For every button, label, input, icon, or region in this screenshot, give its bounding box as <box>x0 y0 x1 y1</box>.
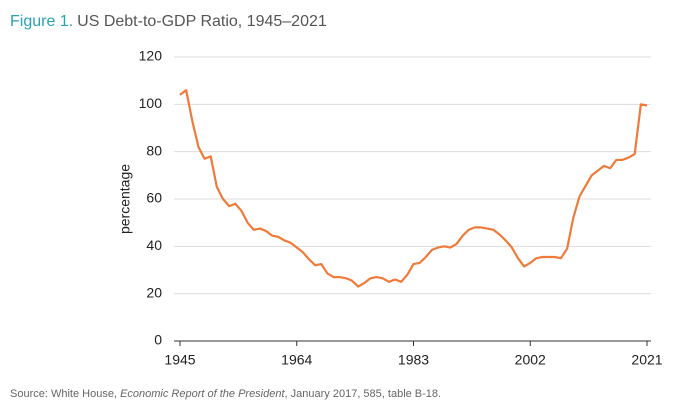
source-note: Source: White House, Economic Report of … <box>10 388 441 400</box>
x-tick-label: 1945 <box>164 352 195 368</box>
x-tick-label: 2002 <box>515 352 546 368</box>
title-text: US Debt-to-GDP Ratio, 1945–2021 <box>77 13 327 30</box>
y-tick-label: 20 <box>146 284 162 300</box>
x-tick-label: 1964 <box>281 352 312 368</box>
y-tick-label: 40 <box>146 237 162 253</box>
chart-title: Figure 1. US Debt-to-GDP Ratio, 1945–2021 <box>10 13 327 30</box>
y-tick-label: 80 <box>146 142 162 158</box>
y-tick-label: 100 <box>139 95 163 111</box>
source-title: Economic Report of the President <box>120 388 285 400</box>
source-text: Source: White House, <box>10 388 120 400</box>
title-label: Figure 1. <box>10 13 73 30</box>
y-tick-label: 60 <box>146 190 162 206</box>
data-line <box>179 89 648 288</box>
y-axis-label: percentage <box>117 164 133 234</box>
y-tick-label: 120 <box>139 48 163 64</box>
x-tick-label: 1983 <box>398 352 429 368</box>
y-tick-label: 0 <box>154 332 162 348</box>
x-tick-label: 2021 <box>631 352 662 368</box>
source-text: , January 2017, 585, table B-18. <box>285 388 442 400</box>
